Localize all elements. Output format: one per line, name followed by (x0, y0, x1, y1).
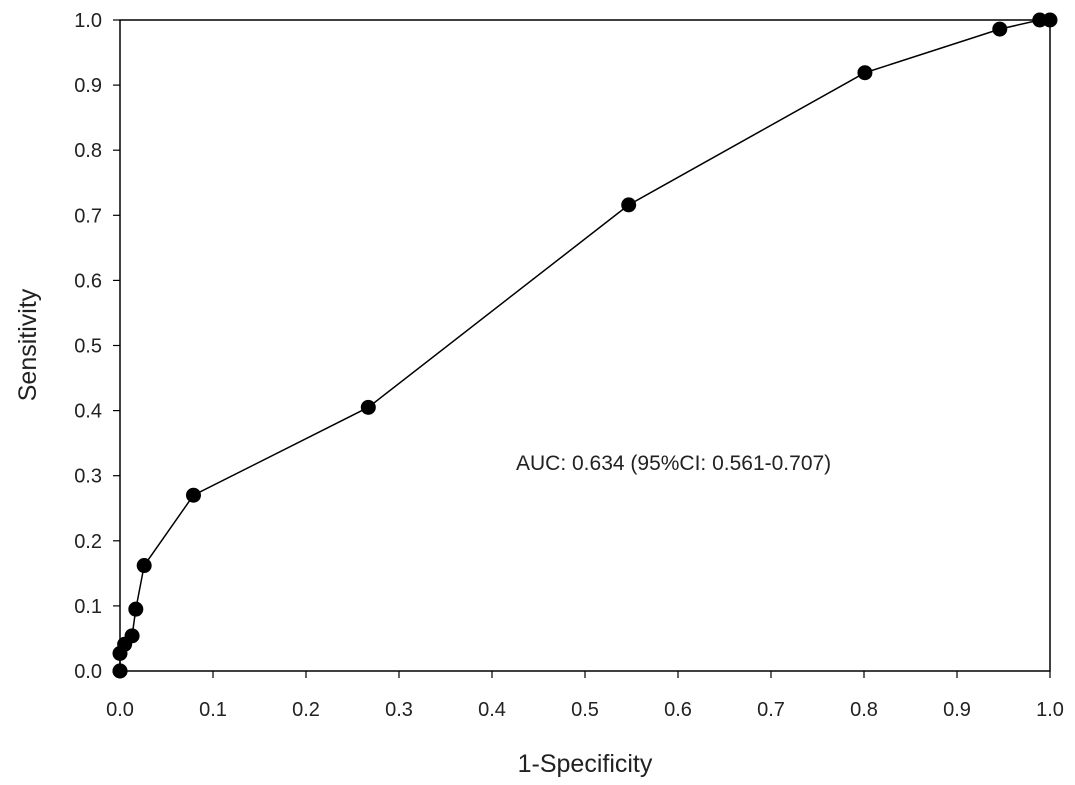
x-tick-label: 1.0 (1036, 699, 1064, 721)
y-tick-label: 0.5 (74, 336, 102, 358)
x-tick-label: 0.0 (106, 699, 134, 721)
x-tick-label: 0.3 (385, 699, 413, 721)
roc-point (112, 663, 128, 679)
y-tick-label: 0.3 (74, 466, 102, 488)
x-axis-title: 1-Specificity (518, 750, 653, 778)
roc-point (621, 197, 637, 213)
x-tick-label: 0.5 (571, 699, 599, 721)
y-tick-label: 0.4 (74, 401, 102, 423)
x-tick-label: 0.1 (199, 699, 227, 721)
auc-annotation: AUC: 0.634 (95%CI: 0.561-0.707) (516, 452, 831, 475)
y-tick-label: 0.0 (74, 661, 102, 683)
roc-point (185, 487, 201, 503)
y-tick-label: 0.1 (74, 596, 102, 618)
roc-point (136, 558, 152, 574)
y-tick-label: 1.0 (74, 10, 102, 32)
x-tick-label: 0.6 (664, 699, 692, 721)
roc-point (857, 65, 873, 81)
y-tick-label: 0.6 (74, 270, 102, 292)
x-tick-label: 0.7 (757, 699, 785, 721)
roc-point (128, 601, 144, 617)
y-tick-label: 0.2 (74, 531, 102, 553)
x-tick-label: 0.9 (943, 699, 971, 721)
y-axis-title: Sensitivity (14, 288, 42, 401)
series-layer (112, 12, 1058, 679)
roc-point (124, 628, 140, 644)
roc-point (992, 21, 1008, 37)
x-tick-label: 0.8 (850, 699, 878, 721)
roc-curve-line (119, 19, 1050, 671)
x-tick-label: 0.4 (478, 699, 506, 721)
y-tick-label: 0.7 (74, 205, 102, 227)
y-tick-label: 0.8 (74, 140, 102, 162)
y-tick-label: 0.9 (74, 75, 102, 97)
x-axis: 0.0 0.1 0.2 0.3 0.4 0.5 0.6 0.7 0.8 0.9 1.0 (106, 671, 1064, 721)
plot-frame (119, 19, 1051, 672)
roc-point (1042, 12, 1058, 28)
y-axis: 0.0 0.1 0.2 0.3 0.4 0.5 0.6 0.7 0.8 0.9 1.0 (74, 10, 120, 683)
x-tick-label: 0.2 (292, 699, 320, 721)
roc-point (360, 399, 376, 415)
